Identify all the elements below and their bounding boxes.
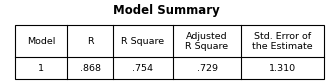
Text: 1: 1 bbox=[38, 64, 44, 73]
Text: .729: .729 bbox=[197, 64, 217, 73]
Text: Model: Model bbox=[27, 37, 55, 46]
Text: R: R bbox=[87, 37, 93, 46]
Text: Model Summary: Model Summary bbox=[113, 4, 219, 17]
Text: .754: .754 bbox=[132, 64, 153, 73]
Text: .868: .868 bbox=[80, 64, 101, 73]
Bar bbox=[15, 25, 324, 79]
Text: Std. Error of
the Estimate: Std. Error of the Estimate bbox=[252, 32, 313, 51]
Text: Adjusted
R Square: Adjusted R Square bbox=[186, 32, 229, 51]
Text: R Square: R Square bbox=[121, 37, 164, 46]
Text: 1.310: 1.310 bbox=[269, 64, 296, 73]
